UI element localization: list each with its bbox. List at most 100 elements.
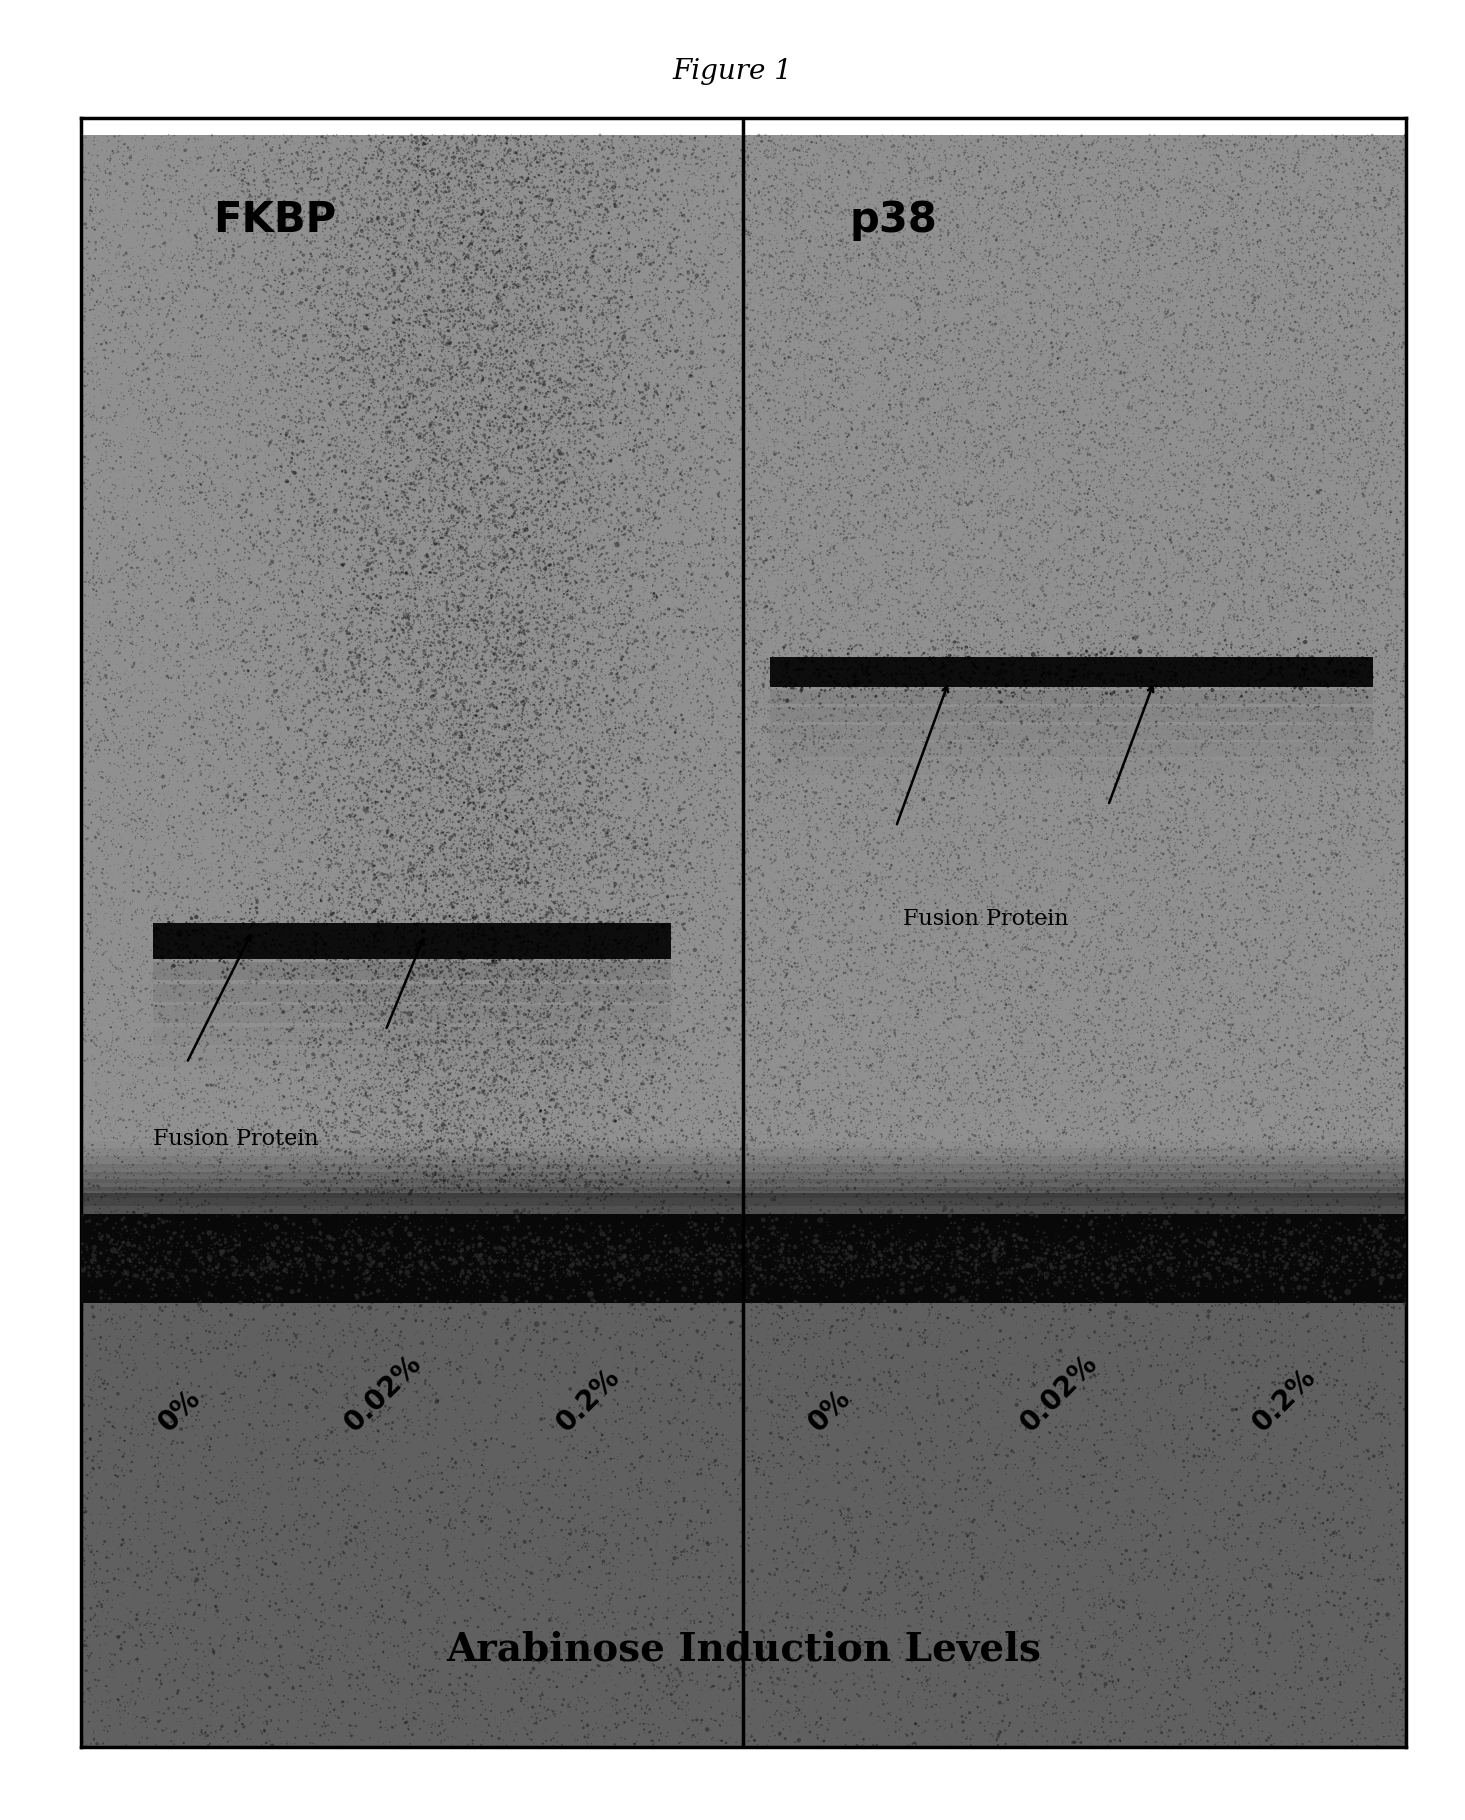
Point <box>1015 610 1039 639</box>
Point <box>252 781 275 810</box>
Point <box>658 723 681 752</box>
Point <box>1212 724 1235 753</box>
Point <box>1200 723 1223 752</box>
Point <box>1244 257 1267 286</box>
Point <box>626 739 649 768</box>
Point <box>938 1449 961 1478</box>
Point <box>92 732 116 761</box>
Point <box>1157 306 1181 335</box>
Point <box>545 293 568 322</box>
Point <box>478 393 501 422</box>
Point <box>101 375 125 404</box>
Point <box>488 393 511 422</box>
Point <box>576 679 599 708</box>
Point <box>974 393 998 422</box>
Point <box>1099 753 1122 783</box>
Point <box>215 470 239 499</box>
Point <box>722 1370 746 1400</box>
Point <box>303 577 327 606</box>
Point <box>253 166 277 195</box>
Point <box>795 1054 819 1083</box>
Point <box>1045 1101 1068 1130</box>
Point <box>968 371 992 400</box>
Point <box>390 586 413 615</box>
Point <box>958 1107 982 1136</box>
Point <box>721 504 744 533</box>
Point <box>743 1571 766 1600</box>
Point <box>1021 652 1045 681</box>
Point <box>479 857 502 886</box>
Point <box>1242 1036 1266 1065</box>
Point <box>189 419 212 448</box>
Point <box>880 799 904 828</box>
Point <box>563 542 586 571</box>
Point <box>778 926 801 956</box>
Point <box>359 126 382 155</box>
Point <box>315 530 338 559</box>
Point <box>570 1094 593 1123</box>
Point <box>1361 120 1384 149</box>
Point <box>315 1380 338 1409</box>
Point <box>939 939 963 968</box>
Point <box>1326 956 1349 985</box>
Point <box>379 191 403 220</box>
Point <box>1349 382 1373 411</box>
Point <box>302 1039 325 1068</box>
Point <box>735 923 759 952</box>
Point <box>863 517 886 546</box>
Point <box>592 803 615 832</box>
Point <box>401 628 425 657</box>
Point <box>517 753 541 783</box>
Point <box>419 637 442 666</box>
Point <box>585 686 608 715</box>
Point <box>738 748 762 777</box>
Point <box>334 335 357 364</box>
Point <box>186 1660 209 1689</box>
Point <box>1042 391 1065 420</box>
Point <box>1318 424 1342 453</box>
Point <box>1168 959 1191 988</box>
Point <box>1345 226 1368 255</box>
Point <box>1365 604 1389 633</box>
Point <box>1162 819 1185 848</box>
Point <box>1261 140 1285 169</box>
Point <box>577 777 601 806</box>
Point <box>1099 581 1122 610</box>
Point <box>754 1056 778 1085</box>
Point <box>1320 615 1343 644</box>
Point <box>700 690 724 719</box>
Point <box>794 701 817 730</box>
Point <box>795 801 819 830</box>
Point <box>1146 1403 1169 1432</box>
Point <box>166 972 189 1001</box>
Point <box>1146 905 1169 934</box>
Point <box>290 608 314 637</box>
Point <box>765 855 788 885</box>
Point <box>500 197 523 226</box>
Point <box>895 1674 919 1704</box>
Point <box>539 633 563 662</box>
Point <box>73 681 97 710</box>
Point <box>196 994 220 1023</box>
Point <box>614 297 637 326</box>
Point <box>334 1176 357 1205</box>
Point <box>879 826 902 855</box>
Point <box>782 166 806 195</box>
Point <box>990 1068 1014 1097</box>
Point <box>1015 384 1039 413</box>
Point <box>306 1032 330 1061</box>
Point <box>1077 440 1100 470</box>
Point <box>196 981 220 1010</box>
Point <box>208 326 231 355</box>
Point <box>352 535 375 564</box>
Point <box>1121 879 1144 908</box>
Point <box>892 1259 916 1289</box>
Point <box>1176 364 1200 393</box>
Point <box>338 1061 362 1090</box>
Point <box>946 768 970 797</box>
Point <box>1373 268 1396 297</box>
Point <box>1364 777 1387 806</box>
Point <box>776 1551 800 1580</box>
Point <box>1210 619 1234 648</box>
Point <box>522 1234 545 1263</box>
